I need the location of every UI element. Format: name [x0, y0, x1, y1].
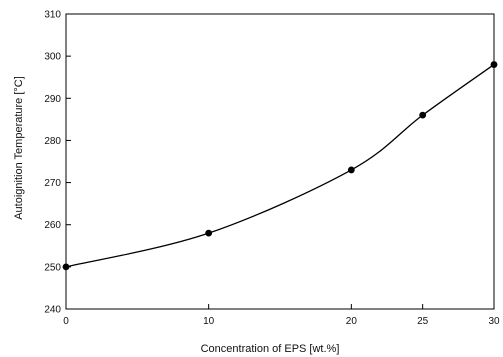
y-tick-label: 300: [44, 52, 61, 63]
x-tick-label: 0: [63, 316, 69, 327]
y-tick-label: 260: [44, 220, 61, 231]
x-tick-label: 20: [346, 316, 358, 327]
x-tick-label: 30: [488, 316, 500, 327]
data-point: [205, 229, 213, 237]
x-tick-label: 25: [417, 316, 429, 327]
y-axis-title: Autoignition Temperature [°C]: [13, 76, 25, 220]
series-line: [65, 64, 495, 268]
y-tick-label: 250: [44, 262, 61, 273]
y-tick-label: 270: [44, 178, 61, 189]
data-point: [62, 263, 70, 271]
y-tick-label: 280: [44, 136, 61, 147]
x-tick-label: 10: [203, 316, 215, 327]
y-tick-label: 240: [44, 305, 61, 316]
data-point: [490, 61, 498, 68]
y-ticks: 240 250 260 270 280 290 300 310: [44, 10, 71, 316]
x-axis-title: Concentration of EPS [wt.%]: [201, 343, 340, 355]
data-point: [347, 166, 355, 174]
plot-area-border: [65, 13, 495, 310]
y-tick-label: 310: [44, 10, 61, 21]
series-layer: [62, 61, 498, 271]
x-ticks: 0 10 20 25 30: [63, 304, 500, 327]
y-tick-label: 290: [44, 94, 61, 105]
data-point: [419, 111, 427, 119]
plot-frame: [65, 13, 495, 310]
